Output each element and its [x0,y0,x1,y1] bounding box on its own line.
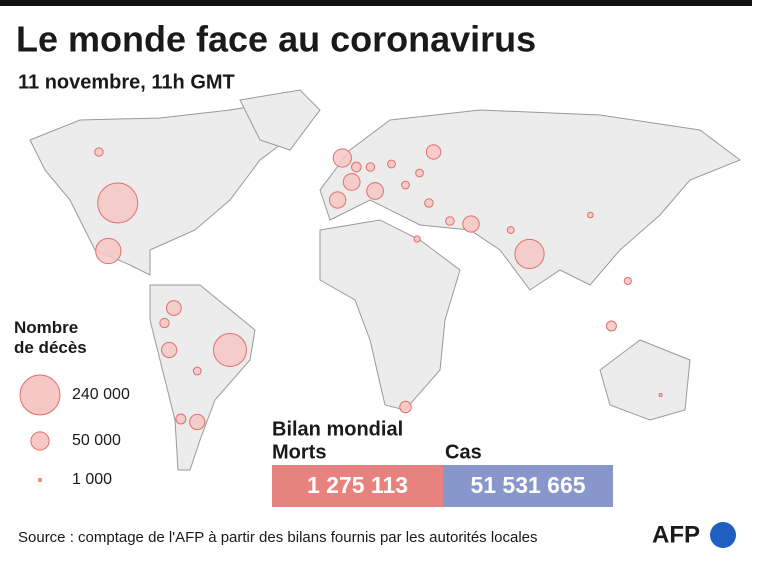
summary-label: Morts [272,441,326,463]
bubble [94,147,104,157]
legend-bubble [30,431,50,451]
bubble [413,235,421,243]
bubble [328,191,347,209]
bubble [415,168,424,178]
subtitle: 11 novembre, 11h GMT [18,71,235,93]
south-america [149,284,256,471]
australia [599,339,691,421]
summary-box [272,465,443,507]
bubble [165,300,182,316]
legend-bubble [19,374,61,416]
legend-title: Nombre de décès [14,318,87,357]
bubble [159,317,170,329]
bubble [332,148,352,168]
world-map [29,89,742,471]
summary-title: Bilan mondial [272,418,403,440]
bubble [97,182,139,224]
north-america [29,99,301,276]
legend-label: 240 000 [72,386,130,403]
summary-label: Cas [445,441,482,463]
legend-label: 1 000 [72,471,112,488]
legend-label: 50 000 [72,432,121,449]
bubble [175,413,187,425]
bubble [365,162,376,172]
bubble [189,413,206,431]
bubble [399,400,412,414]
bubble [366,182,384,200]
bubble [425,144,442,160]
bubble [658,393,663,397]
bubble [95,237,122,265]
legend-title-box: Nombre de décès [14,318,87,357]
logo: AFP [652,521,700,548]
bubble [514,238,545,270]
bubble [587,211,594,219]
africa [319,219,461,411]
bubbles [94,144,663,431]
bubble [605,320,617,332]
bubble [351,161,362,173]
bubble [462,215,480,233]
bubble [623,276,632,286]
title: Le monde face au coronavirus [16,19,536,60]
bubble [506,226,515,234]
logo-dot [710,522,736,548]
bubble [401,180,410,190]
legend-bubble [38,478,42,482]
bubble [161,341,178,359]
bubble [192,366,202,376]
summary-value: 1 275 113 [307,472,408,498]
bubble [213,333,247,367]
source: Source : comptage de l'AFP à partir des … [18,529,538,546]
summary-value: 51 531 665 [470,472,585,498]
bubble [342,173,361,191]
bubble [424,198,434,208]
greenland [239,89,321,151]
bubble [445,216,455,226]
summary-box [443,465,613,507]
bubble [387,159,396,169]
top-rule [0,0,752,6]
